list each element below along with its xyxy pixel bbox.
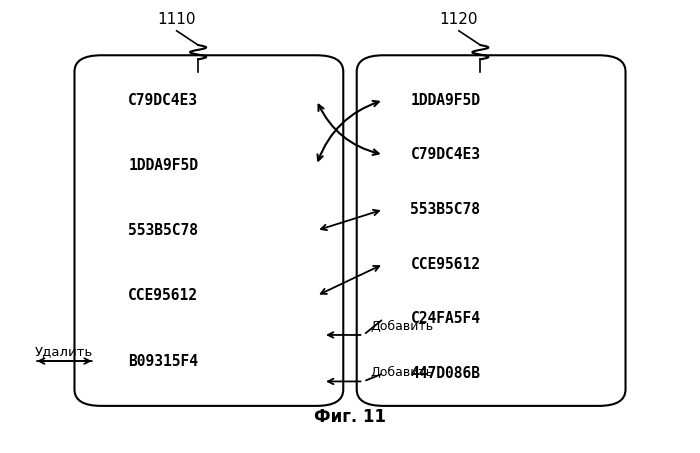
Text: B09315F4: B09315F4 bbox=[128, 353, 198, 369]
Text: C79DC4E3: C79DC4E3 bbox=[128, 92, 198, 108]
FancyArrowPatch shape bbox=[37, 358, 90, 364]
Text: CCE95612: CCE95612 bbox=[410, 256, 480, 271]
FancyArrowPatch shape bbox=[321, 266, 379, 294]
FancyArrowPatch shape bbox=[321, 210, 379, 230]
Text: C79DC4E3: C79DC4E3 bbox=[410, 147, 480, 162]
Text: 1DDA9F5D: 1DDA9F5D bbox=[410, 92, 480, 108]
Text: C24FA5F4: C24FA5F4 bbox=[410, 311, 480, 326]
FancyArrowPatch shape bbox=[318, 101, 379, 160]
Text: 553B5C78: 553B5C78 bbox=[410, 202, 480, 217]
Text: Добавить: Добавить bbox=[370, 320, 433, 333]
Text: 1DDA9F5D: 1DDA9F5D bbox=[128, 158, 198, 173]
Text: 553B5C78: 553B5C78 bbox=[128, 223, 198, 238]
FancyArrowPatch shape bbox=[328, 332, 360, 338]
Text: 447D086B: 447D086B bbox=[410, 366, 480, 381]
FancyArrowPatch shape bbox=[318, 105, 379, 155]
Text: Добавить: Добавить bbox=[370, 366, 433, 379]
Text: Удалить: Удалить bbox=[35, 345, 94, 358]
FancyArrowPatch shape bbox=[328, 379, 360, 384]
FancyBboxPatch shape bbox=[357, 55, 626, 406]
Text: 1110: 1110 bbox=[158, 12, 196, 27]
Text: CCE95612: CCE95612 bbox=[128, 288, 198, 304]
FancyArrowPatch shape bbox=[39, 358, 92, 364]
FancyBboxPatch shape bbox=[74, 55, 343, 406]
Text: 1120: 1120 bbox=[440, 12, 478, 27]
Text: Фиг. 11: Фиг. 11 bbox=[314, 408, 386, 426]
